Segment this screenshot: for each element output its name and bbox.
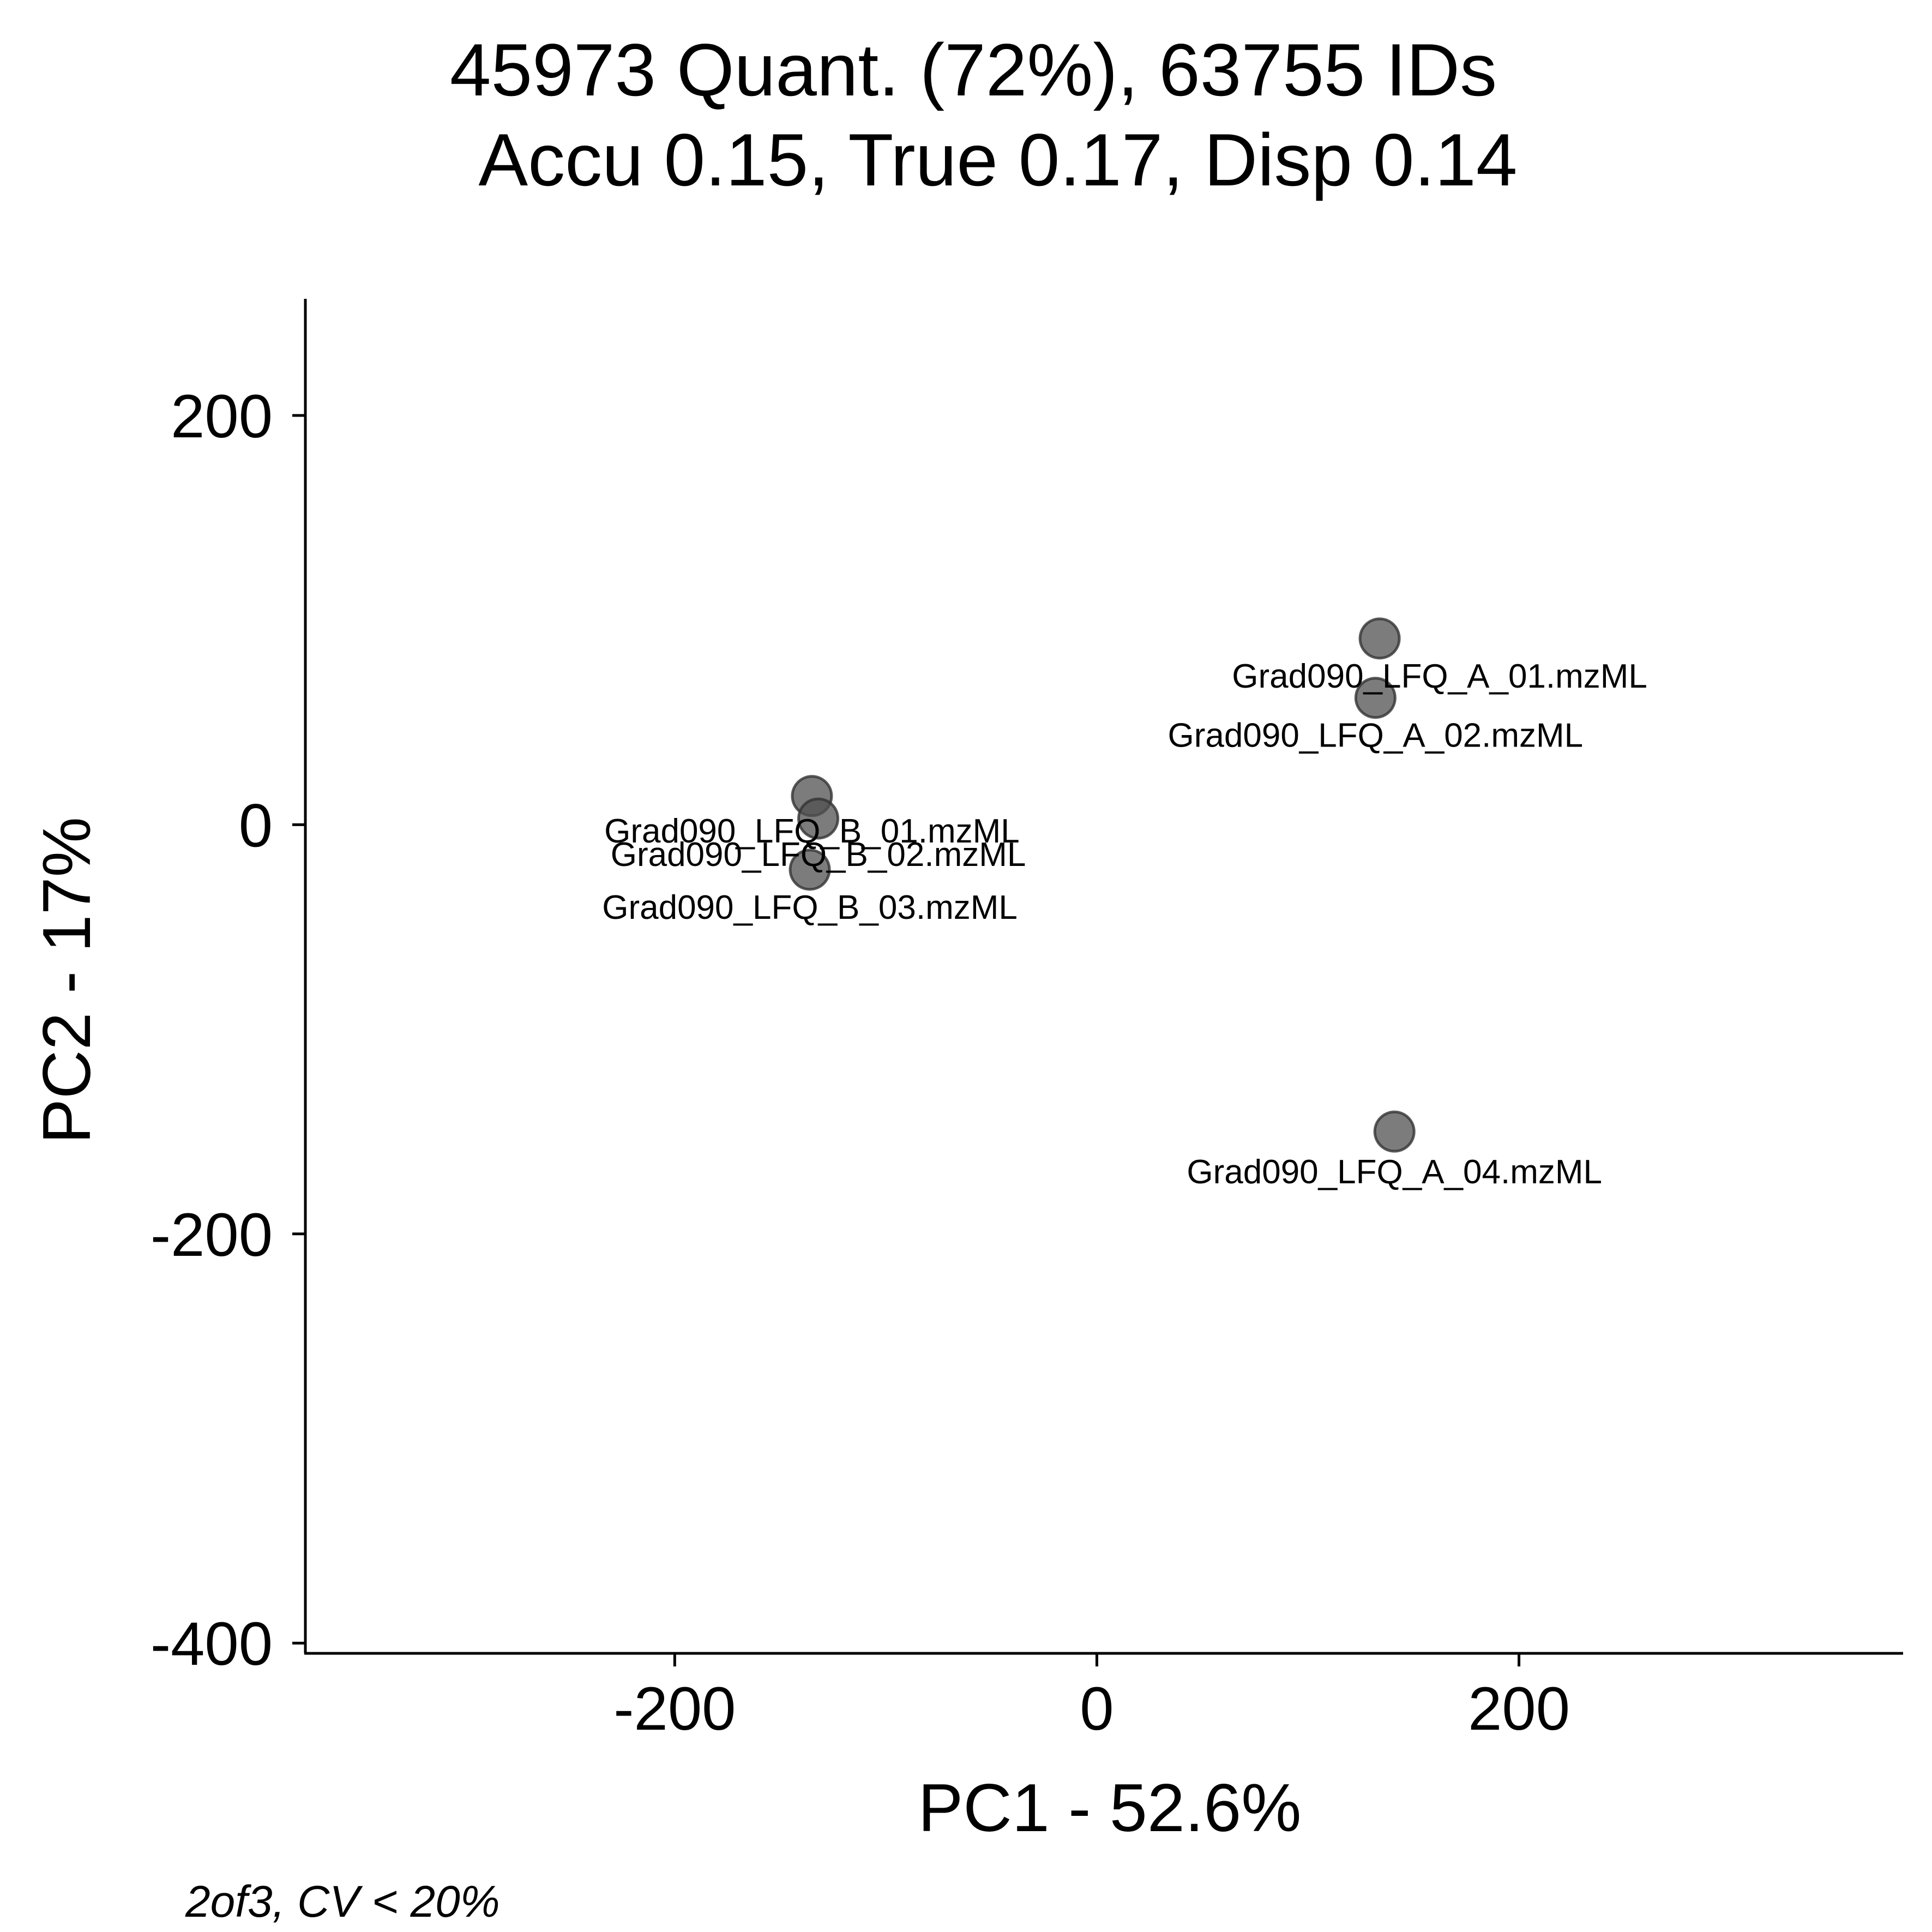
y-tick-label: 200 <box>171 382 273 450</box>
plot-area: -200 0 200 200 0 -200 -400 Grad090_LFQ_A_01.mzM… <box>151 299 1903 1743</box>
data-point <box>1373 1110 1416 1153</box>
y-axis-title: PC2 - 17% <box>29 817 105 1144</box>
x-tick-label: 200 <box>1468 1675 1570 1743</box>
y-tick-label: -200 <box>151 1201 273 1269</box>
data-point-label: Grad090_LFQ_A_04.mzML <box>1187 1153 1602 1191</box>
x-tick-label: 0 <box>1080 1675 1114 1743</box>
chart-title-line-2: Accu 0.15, True 0.17, Disp 0.14 <box>478 118 1517 201</box>
chart-title-line-1: 45973 Quant. (72%), 63755 IDs <box>450 28 1497 111</box>
y-tick-label: -400 <box>151 1610 273 1678</box>
data-point-label: Grad090_LFQ_B_03.mzML <box>602 889 1018 926</box>
x-tick-label: -200 <box>613 1675 736 1743</box>
data-point <box>1358 617 1401 660</box>
data-point-label: Grad090_LFQ_A_02.mzML <box>1168 717 1584 755</box>
x-axis-title: PC1 - 52.6% <box>918 1771 1301 1846</box>
data-point <box>797 797 840 840</box>
data-point-label: Grad090_LFQ_B_02.mzML <box>611 836 1026 874</box>
y-tick-label: 0 <box>239 791 273 859</box>
data-point <box>1354 677 1397 719</box>
data-point-label: Grad090_LFQ_A_01.mzML <box>1232 658 1647 695</box>
data-point <box>789 848 831 891</box>
data-point-label: Grad090_LFQ_B_01.mzML <box>604 812 1020 850</box>
chart-caption: 2of3, CV < 20% <box>185 1877 500 1927</box>
